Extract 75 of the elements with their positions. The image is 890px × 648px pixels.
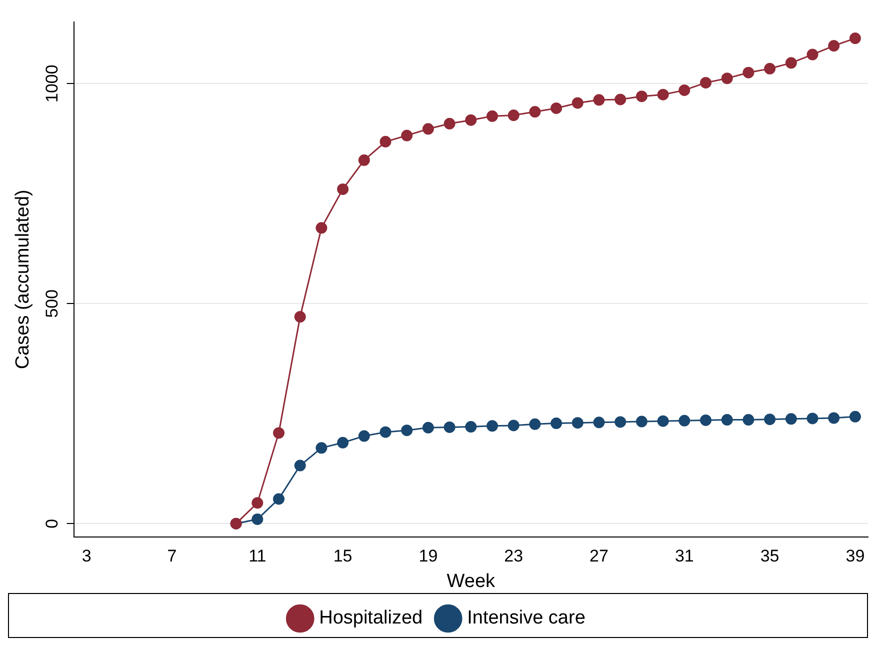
point <box>358 154 370 166</box>
point <box>444 421 456 433</box>
point <box>380 426 392 438</box>
point <box>294 460 306 472</box>
point <box>678 414 690 426</box>
point <box>785 57 797 69</box>
point <box>444 118 456 130</box>
point <box>508 110 520 122</box>
x-tick-label: 31 <box>674 546 694 566</box>
point <box>614 416 626 428</box>
point <box>721 414 733 426</box>
point <box>742 414 754 426</box>
point <box>657 88 669 100</box>
point <box>828 40 840 52</box>
point <box>316 222 328 234</box>
point <box>401 424 413 436</box>
point <box>273 427 285 439</box>
x-tick-label: 35 <box>760 546 780 566</box>
point <box>422 422 434 434</box>
x-tick-label: 39 <box>846 546 865 566</box>
point <box>657 415 669 427</box>
point <box>550 102 562 114</box>
point <box>273 493 285 505</box>
x-tick-label: 15 <box>333 546 352 566</box>
y-tick-label: 1000 <box>42 64 62 103</box>
point <box>636 90 648 102</box>
point <box>678 84 690 96</box>
point <box>316 442 328 454</box>
point <box>486 110 498 122</box>
point <box>508 420 520 432</box>
point <box>593 94 605 106</box>
point <box>828 412 840 424</box>
point <box>380 136 392 148</box>
point <box>252 497 264 509</box>
point <box>721 72 733 84</box>
point <box>529 418 541 430</box>
point <box>572 97 584 109</box>
x-axis-title: Week <box>446 570 496 592</box>
y-tick-label: 500 <box>42 289 62 318</box>
y-axis-title: Cases (accumulated) <box>12 190 34 370</box>
point <box>636 416 648 428</box>
point <box>806 412 818 424</box>
point <box>849 410 861 422</box>
point <box>550 418 562 430</box>
point <box>700 414 712 426</box>
point <box>572 417 584 429</box>
point <box>849 32 861 44</box>
point <box>529 106 541 118</box>
point <box>337 183 349 195</box>
point <box>806 48 818 60</box>
point <box>294 311 306 323</box>
point <box>486 420 498 432</box>
x-tick-label: 27 <box>590 546 608 566</box>
point <box>252 513 264 525</box>
point <box>358 430 370 442</box>
legend-label: Hospitalized <box>319 608 423 629</box>
point <box>764 414 776 426</box>
x-tick-label: 11 <box>248 546 266 566</box>
x-tick-label: 7 <box>167 546 177 566</box>
point <box>764 62 776 74</box>
point <box>614 94 626 106</box>
point <box>422 123 434 135</box>
point <box>401 130 413 142</box>
point <box>465 114 477 126</box>
x-tick-label: 19 <box>418 546 438 566</box>
point <box>465 421 477 433</box>
legend-label: Intensive care <box>467 608 586 629</box>
x-tick-label: 3 <box>82 546 92 566</box>
point <box>593 416 605 428</box>
x-tick-label: 23 <box>504 546 524 566</box>
point <box>785 413 797 425</box>
y-tick-label: 0 <box>42 518 62 528</box>
point <box>700 76 712 88</box>
point <box>337 436 349 448</box>
point <box>742 66 754 78</box>
